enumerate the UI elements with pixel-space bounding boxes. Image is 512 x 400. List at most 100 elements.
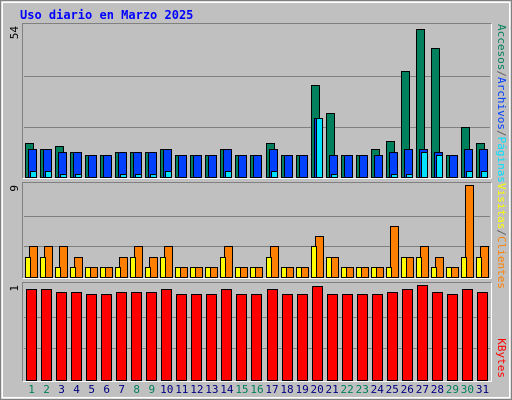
bar: [356, 267, 362, 278]
bar: [71, 292, 82, 381]
bar: [432, 292, 443, 381]
bar: [148, 152, 157, 178]
bar: [165, 171, 172, 178]
x-tick-label: 1: [28, 383, 35, 396]
bar: [461, 257, 467, 278]
bar: [238, 155, 247, 178]
bar: [60, 174, 67, 178]
x-tick-label: 27: [416, 383, 429, 396]
bar: [374, 155, 383, 178]
legend-entry: Accesos: [495, 24, 508, 70]
x-tick-label: 11: [175, 383, 188, 396]
y-tick-label: 54: [8, 26, 21, 40]
bar: [56, 292, 67, 381]
bar: [40, 257, 46, 278]
bar: [178, 155, 187, 178]
bar: [133, 152, 142, 178]
bar: [326, 257, 332, 278]
legend: Visitas/Clientes: [495, 183, 508, 289]
bar: [421, 152, 428, 178]
bar: [206, 294, 217, 381]
bar: [225, 171, 232, 178]
bar: [436, 155, 443, 178]
bar: [417, 285, 428, 381]
x-tick-label: 6: [103, 383, 110, 396]
bar: [372, 294, 383, 381]
bar: [311, 246, 317, 278]
bar: [466, 171, 473, 178]
plot-area: [22, 23, 492, 179]
legend-entry: Clientes: [495, 236, 508, 289]
bar: [120, 174, 127, 178]
legend-entry: Archivos: [495, 77, 508, 130]
bar: [86, 294, 97, 381]
bar: [281, 267, 287, 278]
bar: [476, 257, 482, 278]
bar: [146, 292, 157, 381]
bar: [284, 155, 293, 178]
bar: [73, 152, 82, 178]
bar: [25, 257, 31, 278]
bar: [236, 294, 247, 381]
y-tick-label: 9: [8, 185, 21, 192]
x-tick-label: 19: [295, 383, 308, 396]
bar: [103, 155, 112, 178]
bar: [371, 267, 377, 278]
bar: [220, 257, 226, 278]
x-tick-label: 16: [250, 383, 263, 396]
legend: Accesos/Archivos/Páginas: [495, 24, 508, 183]
bar: [404, 149, 413, 178]
bar: [176, 294, 187, 381]
x-tick-label: 31: [476, 383, 489, 396]
bar: [88, 155, 97, 178]
bar: [416, 257, 422, 278]
bar: [299, 155, 308, 178]
x-tick-label: 15: [235, 383, 248, 396]
bar: [118, 152, 127, 178]
bar: [401, 257, 407, 278]
bar: [250, 267, 256, 278]
bar: [235, 267, 241, 278]
x-tick-label: 25: [386, 383, 399, 396]
bar: [342, 294, 353, 381]
x-tick-label: 5: [88, 383, 95, 396]
bar: [312, 286, 323, 381]
bar: [431, 267, 437, 278]
x-tick-label: 28: [431, 383, 444, 396]
x-tick-label: 20: [310, 383, 323, 396]
bar: [446, 267, 452, 278]
bar: [41, 289, 52, 381]
bar: [253, 155, 262, 178]
bar: [341, 267, 347, 278]
bar: [191, 294, 202, 381]
legend-separator: /: [495, 70, 508, 77]
x-tick-label: 7: [118, 383, 125, 396]
legend-separator: /: [495, 229, 508, 236]
bar: [481, 171, 488, 178]
x-tick-label: 26: [401, 383, 414, 396]
bar: [45, 171, 52, 178]
bar: [59, 246, 68, 278]
bar: [462, 289, 473, 381]
bar: [131, 292, 142, 381]
bar: [266, 257, 272, 278]
x-tick-label: 13: [205, 383, 218, 396]
bar: [100, 267, 106, 278]
bar: [26, 289, 37, 381]
y-tick-label: 1: [8, 285, 21, 292]
bar: [465, 185, 474, 278]
x-tick-label: 30: [461, 383, 474, 396]
bar: [101, 294, 112, 381]
bar: [389, 152, 398, 178]
legend-separator: /: [495, 130, 508, 137]
bar: [115, 267, 121, 278]
x-tick-label: 3: [58, 383, 65, 396]
bar: [150, 174, 157, 178]
bar: [208, 155, 217, 178]
bar: [447, 294, 458, 381]
bar: [267, 289, 278, 381]
bar: [161, 289, 172, 381]
bar: [145, 267, 151, 278]
bar: [190, 267, 196, 278]
bar: [251, 294, 262, 381]
